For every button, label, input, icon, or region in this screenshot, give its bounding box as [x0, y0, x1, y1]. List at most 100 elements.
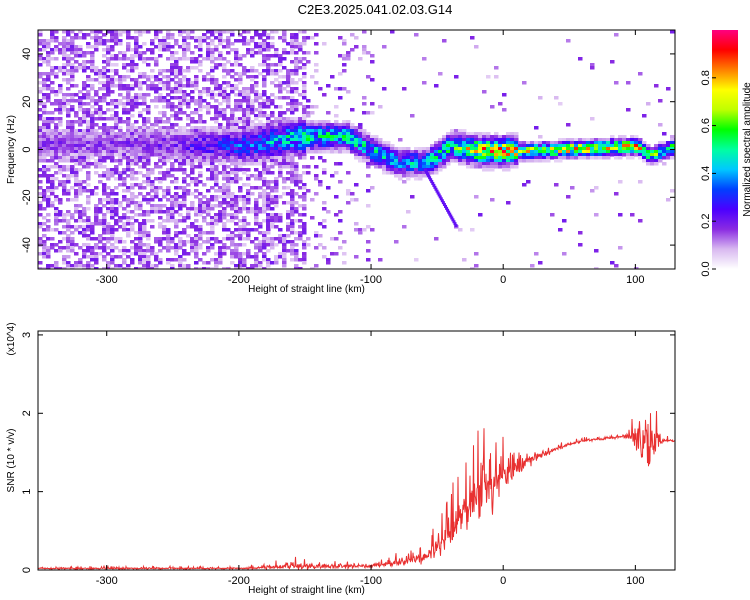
spectrogram-cell [302, 255, 307, 259]
spectrogram-cell [142, 150, 147, 154]
spectrogram-cell [266, 114, 271, 118]
spectrogram-cell [206, 42, 211, 46]
spectrogram-cell [282, 180, 287, 184]
spectrogram-cell [58, 120, 63, 124]
spectrogram-cell [346, 144, 351, 148]
spectrogram-cell [86, 267, 91, 269]
spectrogram-cell [106, 84, 111, 88]
spectrogram-cell [258, 42, 263, 46]
spectrogram-cell [194, 255, 199, 259]
spectrogram-cell [310, 105, 315, 109]
spectrogram-cell [142, 99, 147, 103]
spectrogram-cell [186, 225, 191, 229]
spectrogram-cell [286, 129, 291, 133]
spectrogram-cell [70, 165, 75, 169]
spectrogram-cell [130, 144, 135, 148]
spectrogram-cell [566, 138, 571, 142]
spectrogram-cell [278, 96, 283, 100]
spectrogram-cell [322, 201, 327, 205]
spectrogram-cell [254, 81, 259, 85]
spectrogram-cell [182, 153, 187, 157]
spectrogram-cell [238, 39, 243, 43]
spectrogram-cell [266, 225, 271, 229]
spectrogram-cell [214, 117, 219, 121]
spectrogram-cell [494, 132, 499, 136]
spectrogram-cell [394, 165, 399, 169]
spectrogram-cell [74, 228, 79, 232]
spectrogram-cell [82, 210, 87, 214]
spectrogram-cell [226, 219, 231, 223]
spectrogram-cell [78, 144, 83, 148]
spectrogram-cell [266, 261, 271, 265]
spectrogram-cell [214, 153, 219, 157]
spectrogram-cell [618, 150, 623, 154]
spectrogram-cell [182, 48, 187, 52]
spectrogram-cell [74, 138, 79, 142]
spectrogram-cell [342, 39, 347, 43]
spectrogram-cell [214, 48, 219, 52]
spectrogram-cell [274, 30, 279, 34]
spectrogram-cell [126, 111, 131, 115]
spectrogram-cell [50, 129, 55, 133]
spectrogram-cell [238, 207, 243, 211]
spectrogram-cell [294, 51, 299, 55]
spectrogram-cell [286, 117, 291, 121]
spectrogram-cell [302, 108, 307, 112]
spectrogram-cell [102, 231, 107, 235]
spectrogram-cell [294, 60, 299, 64]
spectrogram-cell [330, 138, 335, 142]
spectrogram-cell [214, 180, 219, 184]
spectrogram-cell [170, 87, 175, 91]
spectrogram-cell [314, 150, 319, 154]
spectrogram-cell [486, 162, 491, 166]
spectrogram-cell [78, 147, 83, 151]
spectrogram-cell [198, 108, 203, 112]
spectrogram-cell [382, 159, 387, 163]
spectrogram-cell [106, 210, 111, 214]
spectrogram-cell [258, 96, 263, 100]
spectrogram-cell [102, 117, 107, 121]
y-tick-label: 40 [21, 48, 33, 60]
spectrogram-cell [222, 237, 227, 241]
spectrogram-cell [126, 165, 131, 169]
spectrogram-cell [478, 156, 483, 160]
spectrogram-cell [406, 210, 411, 214]
spectrogram-cell [58, 117, 63, 121]
spectrogram-cell [446, 147, 451, 151]
spectrogram-cell [154, 87, 159, 91]
spectrogram-cell [290, 144, 295, 148]
spectrogram-cell [62, 261, 67, 265]
spectrogram-cell [182, 144, 187, 148]
spectrogram-cell [50, 183, 55, 187]
spectrogram-cell [138, 114, 143, 118]
spectrogram-cell [102, 165, 107, 169]
spectrogram-cell [314, 63, 319, 67]
spectrogram-cell [290, 69, 295, 73]
spectrogram-cell [110, 138, 115, 142]
spectrogram-cell [106, 228, 111, 232]
spectrogram-cell [66, 132, 71, 136]
spectrogram-cell [86, 150, 91, 154]
spectrogram-cell [62, 183, 67, 187]
spectrogram-cell [530, 159, 535, 163]
spectrogram-cell [102, 213, 107, 217]
spectrogram-cell [174, 51, 179, 55]
spectrogram-cell [462, 138, 467, 142]
spectrogram-cell [286, 225, 291, 229]
spectrogram-cell [74, 141, 79, 145]
spectrogram-cell [70, 36, 75, 40]
spectrogram-cell [150, 267, 155, 269]
spectrogram-cell [110, 171, 115, 175]
spectrogram-cell [86, 147, 91, 151]
spectrogram-cell [38, 99, 43, 103]
spectrogram-cell [550, 156, 555, 160]
spectrogram-cell [106, 174, 111, 178]
spectrogram-cell [458, 135, 463, 139]
spectrogram-cell [302, 153, 307, 157]
spectrogram-cell [102, 123, 107, 127]
spectrogram-cell [62, 225, 67, 229]
spectrogram-cell [230, 177, 235, 181]
spectrogram-cell [314, 147, 319, 151]
spectrogram-cell [670, 150, 675, 154]
spectrogram-cell [210, 195, 215, 199]
